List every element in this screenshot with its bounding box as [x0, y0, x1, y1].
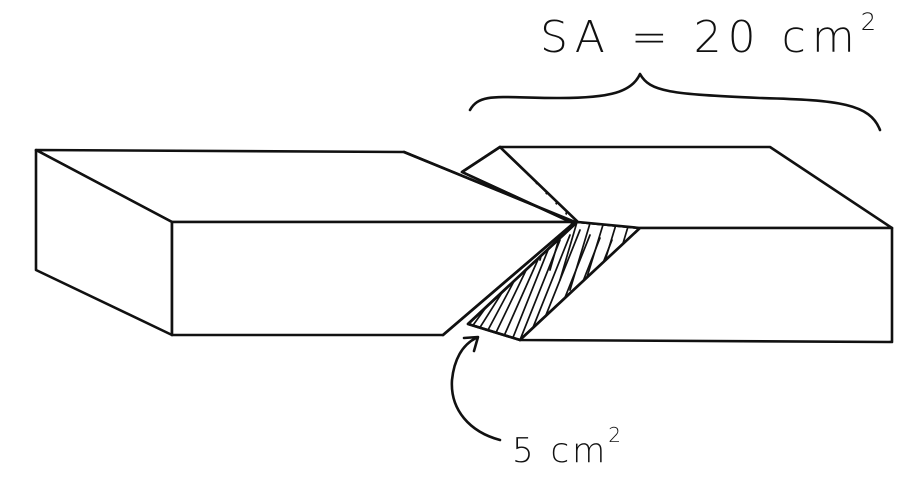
total-surface-area-exponent: 2: [861, 8, 882, 36]
cut-area-arrow: [450, 335, 502, 442]
cut-surface-area-exponent: 2: [608, 423, 624, 447]
right-block-front-face: [518, 226, 894, 344]
total-surface-area-value: SA = 20 cm: [540, 12, 861, 63]
cut-surface-area-value: 5 cm: [512, 431, 608, 471]
left-block-bevel-edge: [402, 150, 577, 337]
right-block: [498, 145, 894, 344]
surface-area-brace: [468, 72, 882, 132]
total-surface-area-label: SA = 20 cm2: [540, 8, 882, 63]
cut-surface-area-label: 5 cm2: [512, 423, 624, 471]
